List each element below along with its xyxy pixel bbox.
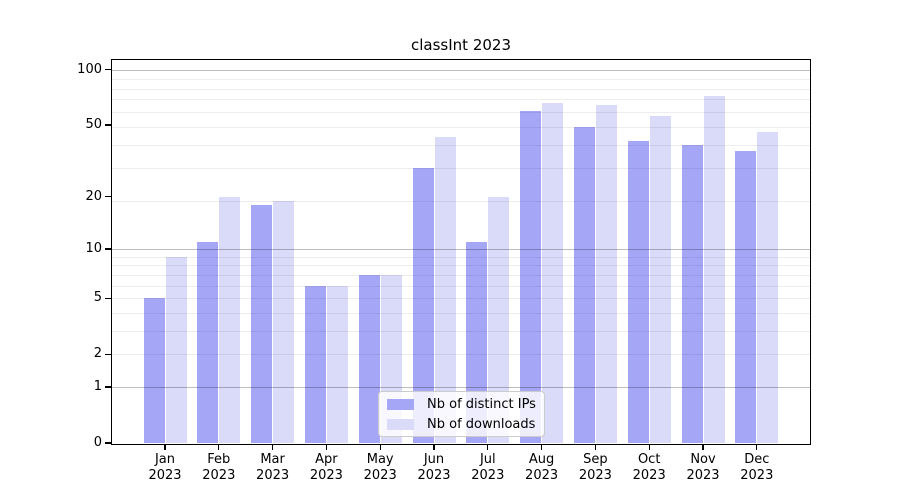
y-tick-mark xyxy=(105,386,112,388)
x-tick-label-aug: Aug 2023 xyxy=(525,452,559,483)
y-tick-mark xyxy=(105,353,112,355)
legend-item-distinct-ips: Nb of distinct IPs xyxy=(379,396,544,412)
x-tick-mark xyxy=(272,444,274,450)
bar-distinct-ips-jun xyxy=(412,167,434,443)
x-tick-label-jun: Jun 2023 xyxy=(417,452,451,483)
y-tick-label-20: 20 xyxy=(85,188,102,204)
y-tick-label-10: 10 xyxy=(85,241,102,257)
bar-downloads-jun xyxy=(434,136,456,443)
x-tick-mark xyxy=(756,444,758,450)
bar-distinct-ips-feb xyxy=(197,242,219,443)
x-tick-mark xyxy=(541,444,543,450)
x-tick-label-mar: Mar 2023 xyxy=(256,452,290,483)
x-tick-mark xyxy=(594,444,597,450)
x-tick-label-jan: Jan 2023 xyxy=(148,452,182,483)
y-tick-label-2: 2 xyxy=(93,346,102,362)
x-tick-label-feb: Feb 2023 xyxy=(202,452,236,483)
y-tick-mark xyxy=(105,196,112,198)
y-tick-label-0: 0 xyxy=(93,435,102,450)
x-tick-mark xyxy=(325,444,328,450)
bar-distinct-ips-may xyxy=(358,274,380,443)
chart-title: classInt 2023 xyxy=(411,36,511,54)
x-tick-mark xyxy=(487,444,489,450)
x-tick-label-may: May 2023 xyxy=(363,452,397,483)
x-tick-label-oct: Oct 2023 xyxy=(632,452,666,483)
bar-downloads-sep xyxy=(595,105,617,443)
legend-swatch-downloads xyxy=(387,418,414,430)
bar-distinct-ips-mar xyxy=(251,204,273,443)
bar-downloads-nov xyxy=(703,96,725,443)
legend-label-distinct-ips: Nb of distinct IPs xyxy=(427,396,536,412)
x-tick-label-jul: Jul 2023 xyxy=(471,452,505,483)
y-tick-label-5: 5 xyxy=(93,290,102,306)
bar-downloads-feb xyxy=(219,196,241,443)
x-tick-mark xyxy=(164,444,166,450)
bar-distinct-ips-apr xyxy=(304,285,326,443)
y-tick-label-1: 1 xyxy=(93,378,102,394)
x-tick-label-sep: Sep 2023 xyxy=(578,452,612,483)
bar-downloads-mar xyxy=(273,200,295,443)
bar-distinct-ips-dec xyxy=(735,150,757,443)
bar-distinct-ips-aug xyxy=(520,110,542,443)
x-tick-mark xyxy=(433,444,435,450)
bar-downloads-jan xyxy=(165,256,187,443)
x-tick-mark xyxy=(379,444,381,450)
y-tick-mark xyxy=(105,248,112,250)
bar-distinct-ips-jan xyxy=(143,298,165,443)
legend-item-downloads: Nb of downloads xyxy=(379,416,544,432)
x-tick-label-apr: Apr 2023 xyxy=(309,452,343,483)
y-tick-label-50: 50 xyxy=(85,117,102,133)
x-tick-label-nov: Nov 2023 xyxy=(686,452,720,483)
bar-downloads-apr xyxy=(326,285,348,443)
y-tick-label-100: 100 xyxy=(77,61,102,77)
x-tick-mark xyxy=(702,444,704,450)
bar-downloads-aug xyxy=(542,102,564,443)
bars-layer xyxy=(112,60,810,443)
x-tick-mark xyxy=(648,444,650,450)
y-tick-mark xyxy=(105,124,112,126)
bar-downloads-jul xyxy=(488,196,510,443)
bar-distinct-ips-nov xyxy=(681,144,703,443)
legend-label-downloads: Nb of downloads xyxy=(427,416,536,432)
y-tick-mark xyxy=(105,69,112,71)
bar-downloads-dec xyxy=(757,131,779,443)
x-tick-mark xyxy=(218,444,220,450)
bar-downloads-oct xyxy=(649,116,671,443)
y-tick-mark xyxy=(105,442,112,444)
y-tick-mark xyxy=(105,297,112,299)
x-tick-label-dec: Dec 2023 xyxy=(740,452,774,483)
bar-distinct-ips-sep xyxy=(573,126,595,443)
legend-swatch-distinct-ips xyxy=(387,398,414,410)
legend: Nb of distinct IPs Nb of downloads xyxy=(378,391,545,437)
bar-distinct-ips-oct xyxy=(627,140,649,443)
plot-area xyxy=(112,60,810,443)
